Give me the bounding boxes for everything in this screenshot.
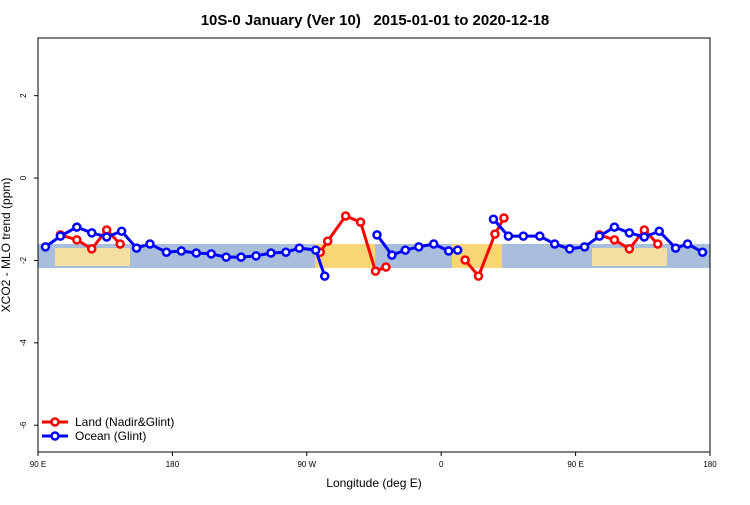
point: [322, 236, 333, 246]
legend-marker: [50, 417, 60, 427]
y-tick-label: 2: [19, 93, 28, 98]
plot-frame: [37, 37, 711, 453]
point: [221, 252, 231, 262]
land-patch: [315, 244, 375, 268]
point: [460, 255, 470, 265]
point: [176, 246, 187, 256]
point: [101, 232, 112, 242]
point: [549, 239, 560, 249]
x-tick-label: 180: [166, 460, 180, 469]
point: [654, 226, 664, 236]
point: [161, 247, 172, 257]
point: [131, 243, 142, 253]
point: [503, 231, 514, 241]
point: [579, 242, 590, 252]
y-axis-label: XCO2 - MLO trend (ppm): [0, 178, 13, 313]
point: [452, 245, 463, 255]
point: [594, 231, 605, 241]
y-tick-label: -2: [19, 256, 28, 264]
point: [116, 226, 127, 236]
point: [281, 247, 291, 257]
point: [87, 228, 97, 238]
point: [355, 217, 366, 227]
x-tick-label: 180: [703, 460, 717, 469]
point: [145, 239, 155, 249]
point: [236, 252, 246, 262]
point: [490, 229, 500, 239]
point: [697, 247, 708, 257]
point: [206, 249, 216, 259]
y-tick-label: -4: [19, 339, 28, 347]
point: [372, 230, 382, 240]
point: [400, 245, 411, 255]
point: [428, 239, 439, 249]
point: [564, 244, 575, 254]
point: [609, 222, 620, 232]
point: [488, 214, 499, 225]
point: [670, 243, 681, 253]
point: [518, 231, 529, 241]
point: [311, 245, 321, 255]
point: [652, 239, 663, 249]
y-tick-label: 0: [19, 175, 28, 180]
point: [319, 271, 330, 281]
point: [72, 222, 82, 232]
point: [682, 239, 693, 249]
point: [639, 232, 650, 242]
point: [40, 242, 51, 252]
chart-title: 10S-0 January (Ver 10) 2015-01-01 to 202…: [201, 12, 550, 29]
point: [387, 250, 397, 260]
legend-label: Ocean (Glint): [75, 429, 146, 443]
x-tick-label: 0: [439, 460, 444, 469]
point: [499, 213, 509, 223]
point: [294, 243, 305, 253]
point: [443, 246, 454, 256]
x-axis-label: Longitude (deg E): [326, 476, 421, 490]
x-tick-label: 90 E: [567, 460, 583, 469]
point: [115, 239, 125, 249]
y-tick-label: -6: [19, 421, 28, 429]
point: [624, 228, 635, 238]
x-tick-label: 90 E: [30, 460, 46, 469]
land-patch: [592, 248, 667, 266]
point: [370, 266, 381, 276]
land-patch: [55, 248, 130, 266]
point: [55, 231, 66, 241]
point: [266, 248, 276, 258]
point: [381, 262, 391, 272]
point: [87, 244, 97, 254]
x-tick-label: 90 W: [297, 460, 316, 469]
point: [473, 271, 484, 281]
point: [191, 248, 202, 258]
point: [624, 244, 635, 254]
legend-label: Land (Nadir&Glint): [75, 415, 174, 429]
point: [414, 242, 424, 252]
point: [340, 211, 351, 221]
point: [251, 251, 261, 261]
point: [535, 231, 545, 241]
point: [609, 235, 620, 245]
point: [72, 235, 82, 245]
legend-marker: [50, 431, 60, 441]
